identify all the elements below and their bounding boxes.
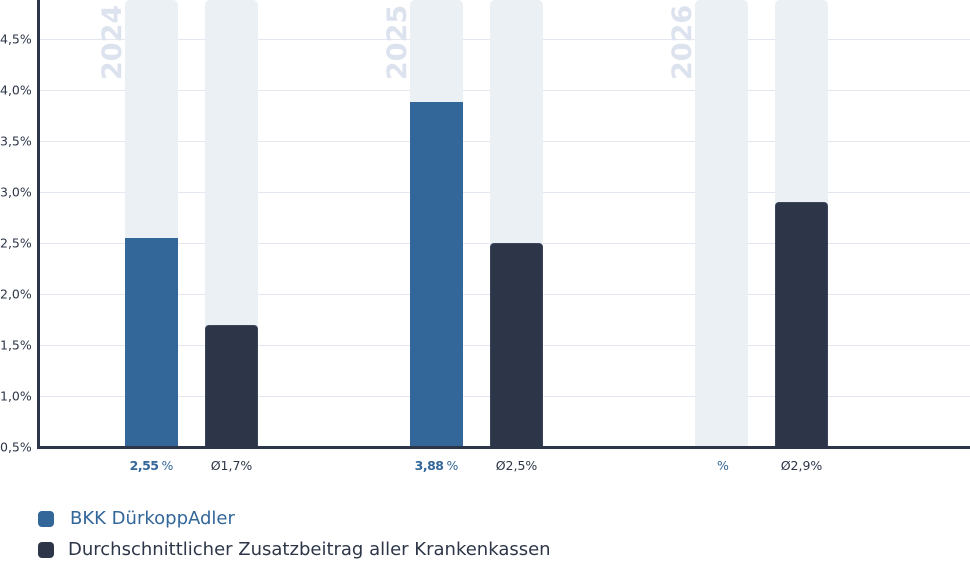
bar-chart: 0,5% 1,0% 1,5% 2,0% 2,5% 3,0% 3,5% 4,0% 4,5% 202… — [0, 0, 970, 473]
legend-item-average[interactable]: Durchschnittlicher Zusatzbeitrag aller K… — [38, 534, 551, 565]
y-tick-label: 1,5% — [0, 337, 32, 353]
legend-item-brand[interactable]: BKK DürkoppAdler — [38, 503, 551, 534]
y-tick-label: 2,0% — [0, 286, 32, 302]
y-tick-label: 4,0% — [0, 82, 32, 98]
bar-average[interactable] — [775, 202, 828, 447]
bar-average[interactable] — [205, 324, 258, 447]
value-label-brand: 2,55% — [129, 458, 174, 473]
value-label-brand: 3,88% — [414, 458, 459, 473]
bar-brand[interactable] — [410, 102, 463, 447]
year-label: 2026 — [667, 4, 698, 80]
y-tick-label: 3,5% — [0, 133, 32, 149]
bar-track — [695, 0, 748, 447]
value-label-average: Ø2,5% — [495, 458, 538, 473]
legend-label-average: Durchschnittlicher Zusatzbeitrag aller K… — [68, 539, 551, 560]
y-tick-label: 2,5% — [0, 235, 32, 251]
x-axis-line — [37, 446, 970, 449]
y-tick-label: 4,5% — [0, 31, 32, 47]
y-tick-label: 3,0% — [0, 184, 32, 200]
y-tick-label: 0,5% — [0, 439, 32, 455]
legend-swatch-brand — [38, 510, 54, 527]
year-label: 2024 — [97, 4, 128, 80]
legend-label-brand: BKK DürkoppAdler — [70, 508, 235, 529]
bar-brand[interactable] — [125, 237, 178, 447]
value-label-brand: % — [717, 458, 729, 473]
bar-average[interactable] — [490, 243, 543, 447]
year-label: 2025 — [382, 4, 413, 80]
value-label-average: Ø1,7% — [210, 458, 253, 473]
y-tick-label: 1,0% — [0, 388, 32, 404]
value-label-average: Ø2,9% — [780, 458, 823, 473]
legend-swatch-average — [38, 541, 54, 558]
y-axis-line — [37, 0, 40, 449]
legend: BKK DürkoppAdler Durchschnittlicher Zusa… — [38, 503, 551, 565]
